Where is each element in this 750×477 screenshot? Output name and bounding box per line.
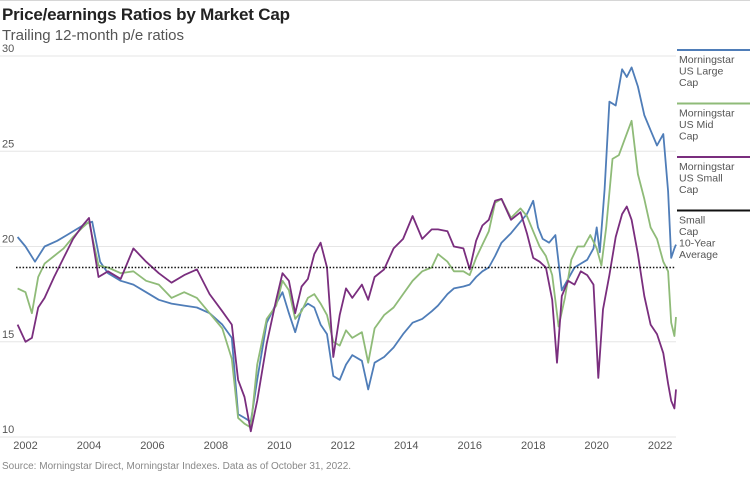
source-note: Source: Morningstar Direct, Morningstar …: [2, 461, 352, 472]
legend-label: Morningstar: [679, 54, 735, 66]
x-tick-label: 2016: [458, 440, 482, 452]
legend-label: Cap: [679, 77, 698, 89]
x-tick-label: 2022: [648, 440, 672, 452]
series-line-large: [16, 66, 677, 423]
x-axis: 2002 2004 2006 2008 2010 2012 2014 2016 2018 2020…: [13, 440, 672, 452]
legend-label: US Mid: [679, 119, 714, 131]
x-tick-label: 2010: [267, 440, 291, 452]
y-axis: 10 15 20 25 30: [2, 43, 14, 436]
series-line-small: [16, 198, 677, 433]
legend-label: Morningstar: [679, 161, 735, 173]
x-tick-label: 2014: [394, 440, 418, 452]
chart-title: Price/earnings Ratios by Market Cap: [2, 5, 290, 24]
x-tick-label: 2012: [331, 440, 355, 452]
legend-label: Cap: [679, 226, 698, 238]
x-tick-label: 2006: [140, 440, 164, 452]
y-tick-label: 10: [2, 424, 14, 436]
top-rule: [0, 0, 750, 1]
series-line-mid: [17, 119, 677, 429]
y-tick-label: 25: [2, 138, 14, 150]
legend-label: Small: [679, 215, 705, 227]
legend-label: Cap: [679, 184, 698, 196]
x-tick-label: 2002: [13, 440, 37, 452]
y-tick-label: 30: [2, 43, 14, 55]
legend-label: Cap: [679, 131, 698, 143]
gridlines: [0, 55, 676, 438]
chart-subtitle: Trailing 12-month p/e ratios: [2, 27, 185, 44]
x-tick-label: 2020: [584, 440, 608, 452]
legend-label: US Large: [679, 66, 724, 78]
x-tick-label: 2008: [204, 440, 228, 452]
x-tick-label: 2004: [77, 440, 101, 452]
y-tick-label: 15: [2, 329, 14, 341]
legend-label: 10-Year: [679, 238, 716, 250]
x-tick-label: 2018: [521, 440, 545, 452]
series-lines: [16, 66, 677, 433]
legend-label: Average: [679, 249, 718, 261]
y-tick-label: 20: [2, 234, 14, 246]
legend-label: Morningstar: [679, 108, 735, 120]
legend-label: US Small: [679, 173, 723, 185]
